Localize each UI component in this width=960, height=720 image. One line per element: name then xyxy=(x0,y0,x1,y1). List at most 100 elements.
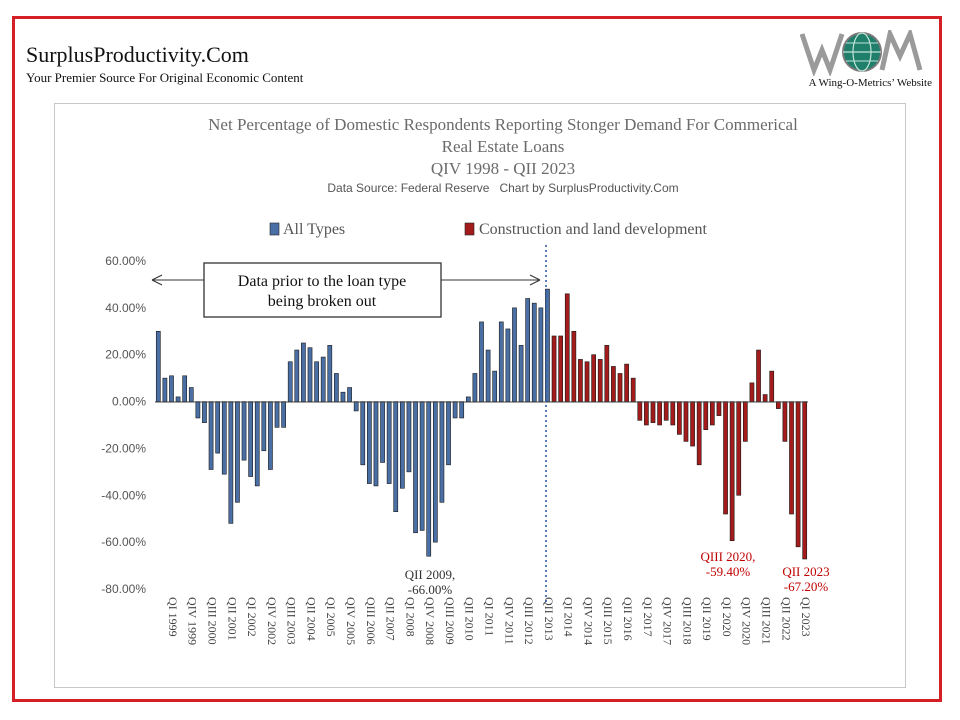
bar-all-types xyxy=(525,298,531,402)
bar-construction xyxy=(564,293,570,402)
bar-all-types xyxy=(182,375,188,402)
bar-all-types xyxy=(492,370,498,402)
bar-all-types xyxy=(235,401,240,503)
bar-all-types xyxy=(228,401,234,524)
bar-all-types xyxy=(459,401,465,419)
bar-all-types xyxy=(155,330,161,402)
bar-all-types xyxy=(439,401,445,503)
bar-construction xyxy=(663,401,669,421)
bar-all-types xyxy=(281,401,286,428)
bar-all-types xyxy=(287,361,293,402)
logo-caption: A Wing-O-Metrics’ Website xyxy=(808,77,932,89)
bar-construction xyxy=(769,370,775,402)
bar-all-types xyxy=(248,401,253,477)
bar-all-types xyxy=(162,377,168,402)
bar-construction xyxy=(558,335,563,402)
bar-all-types xyxy=(531,302,537,402)
x-tick-label: QIII 2015 xyxy=(601,597,615,645)
bar-all-types xyxy=(215,401,221,454)
x-tick-label: QII 2013 xyxy=(542,597,556,641)
bar-all-types xyxy=(479,321,484,402)
divider-callout: Data prior to the loan type being broken… xyxy=(151,262,541,318)
x-tick-label: QIII 2018 xyxy=(680,597,694,645)
bar-construction xyxy=(802,401,808,560)
x-tick-label: QII 2016 xyxy=(621,597,635,641)
annotation-qiii-2020: QIII 2020, -59.40% xyxy=(701,549,756,579)
bar-all-types xyxy=(505,328,511,402)
bar-all-types xyxy=(538,307,544,402)
bar-construction xyxy=(584,361,590,402)
bar-all-types xyxy=(386,401,392,484)
page-frame xyxy=(12,16,942,702)
y-tick-label: 0.00% xyxy=(112,395,146,409)
legend-label-construction: Construction and land development xyxy=(479,221,708,238)
bar-all-types xyxy=(426,401,432,557)
bar-all-types xyxy=(498,321,504,402)
bar-construction xyxy=(604,345,610,402)
bar-all-types xyxy=(261,401,267,452)
bar-all-types xyxy=(518,345,524,402)
bar-all-types xyxy=(446,401,451,466)
x-tick-label: QIV 1999 xyxy=(186,597,200,645)
bar-all-types xyxy=(367,401,372,484)
bar-construction xyxy=(723,401,728,515)
bar-construction xyxy=(650,401,656,423)
y-tick-label: -20.00% xyxy=(101,441,146,455)
bar-all-types xyxy=(452,401,458,419)
bar-construction xyxy=(729,401,735,542)
callout-box xyxy=(203,262,442,318)
bar-construction xyxy=(795,401,801,548)
site-subtitle: Your Premier Source For Original Economi… xyxy=(26,70,304,85)
bar-all-types xyxy=(195,401,201,419)
x-tick-label: QII 2001 xyxy=(225,597,239,641)
bar-all-types xyxy=(320,356,326,402)
annotation-qii-2009: QII 2009, -66.00% xyxy=(405,567,456,597)
y-tick-label: -40.00% xyxy=(101,488,146,502)
x-tick-label: QIII 2021 xyxy=(760,597,774,645)
bar-all-types xyxy=(360,401,366,466)
bar-construction xyxy=(637,401,643,421)
x-tick-label: QIV 2017 xyxy=(661,597,675,645)
site-title[interactable]: SurplusProductivity.Com xyxy=(26,42,249,67)
annotation-qii-2023-line-1: QII 2023 xyxy=(782,564,829,579)
x-tick-label: QIII 2012 xyxy=(522,597,536,645)
bar-construction xyxy=(710,401,715,426)
bar-construction xyxy=(749,382,755,402)
bar-all-types xyxy=(399,401,405,489)
bar-construction xyxy=(624,363,629,402)
chart-title-line-2: Real Estate Loans xyxy=(442,137,565,156)
bar-all-types xyxy=(393,401,399,512)
x-tick-label: QI 2014 xyxy=(562,597,576,637)
bar-construction xyxy=(756,349,761,402)
bar-construction xyxy=(742,401,748,442)
bar-construction xyxy=(762,394,768,402)
bar-construction xyxy=(703,401,709,430)
bar-all-types xyxy=(373,401,379,487)
bar-all-types xyxy=(307,347,313,402)
legend-label-all-types: All Types xyxy=(283,221,345,238)
y-tick-label: 60.00% xyxy=(105,254,146,268)
x-tick-label: QIII 2000 xyxy=(206,597,220,645)
bar-all-types xyxy=(202,401,207,423)
chart-source: Data Source: Federal Reserve Chart by Su… xyxy=(327,181,678,195)
bar-construction xyxy=(597,359,603,402)
y-tick-label: -80.00% xyxy=(101,582,146,596)
bar-construction xyxy=(789,401,794,515)
annotation-qii-2023-line-2: -67.20% xyxy=(784,579,829,594)
bar-all-types xyxy=(419,401,425,531)
bar-construction xyxy=(571,330,577,402)
x-tick-label: QI 2008 xyxy=(403,597,417,637)
bar-all-types xyxy=(294,349,300,402)
bar-all-types xyxy=(274,401,280,428)
wom-logo[interactable] xyxy=(800,30,924,76)
annotation-qii-2009-line-1: QII 2009, xyxy=(405,567,456,582)
bar-construction xyxy=(578,359,583,402)
x-tick-label: QI 2002 xyxy=(245,597,259,637)
bar-all-types xyxy=(334,373,339,402)
x-tick-label: QII 2010 xyxy=(463,597,477,641)
legend-swatch-all-types xyxy=(269,222,280,236)
bar-construction xyxy=(644,401,649,426)
chart-title-line-3: QIV 1998 - QII 2023 xyxy=(431,159,575,178)
x-tick-label: QIV 2005 xyxy=(344,597,358,645)
bar-construction xyxy=(670,401,676,426)
